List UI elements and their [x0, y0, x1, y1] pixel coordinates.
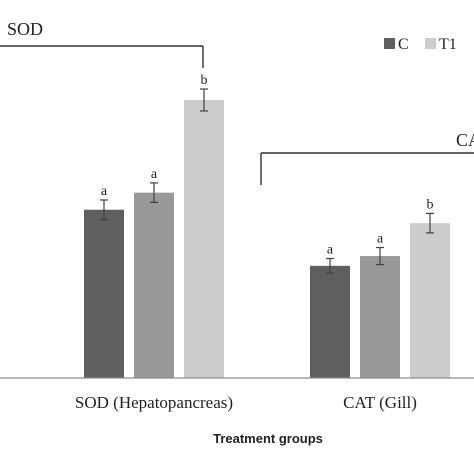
bar-t1-1: [410, 223, 450, 378]
bar-mid-1: [360, 256, 400, 378]
legend-label-c: C: [398, 36, 409, 53]
x-axis-title: Treatment groups: [213, 431, 323, 446]
bracket-sod-label: SOD: [7, 19, 43, 39]
significance-label-bar-mid-1: a: [377, 232, 384, 247]
x-tick-label-0: SOD (Hepatopancreas): [75, 393, 233, 412]
legend-swatch-t1: [425, 38, 436, 49]
legend-swatch-c: [384, 38, 395, 49]
bracket-cat-label: CA: [456, 130, 474, 150]
x-tick-label-1: CAT (Gill): [343, 393, 417, 412]
bar-t1-0: [184, 99, 224, 379]
significance-label-bar-t1-1: b: [427, 197, 434, 212]
significance-label-bar-mid-0: a: [151, 167, 158, 182]
significance-label-bar-t1-0: b: [201, 73, 208, 88]
significance-label-bar-c-0: a: [101, 184, 108, 199]
bar-c-1: [310, 265, 350, 378]
bar-c-0: [84, 209, 124, 378]
bar-mid-0: [134, 192, 174, 378]
legend-label-t1: T1: [439, 36, 457, 53]
significance-label-bar-c-1: a: [327, 243, 334, 258]
